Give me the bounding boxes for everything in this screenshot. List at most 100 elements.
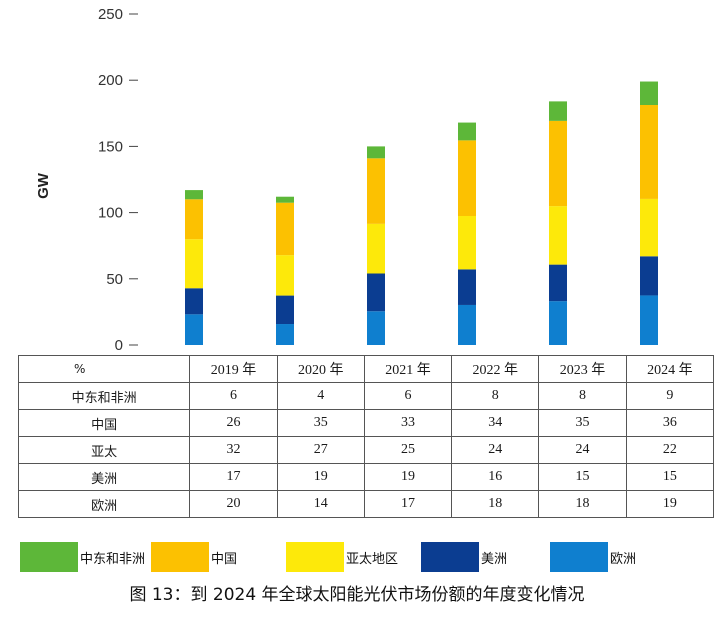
table-cell: 6 [363,382,453,410]
y-axis: 0 50 100 150 200 250 [98,6,138,354]
bar-segment [185,288,203,315]
table-row: 美洲 17 19 19 16 15 15 [17,463,714,491]
table-cell: 9 [625,382,714,410]
bars-group [185,81,658,345]
bar-segment [367,273,385,312]
table-row: 亚太 32 27 25 24 24 22 [17,436,714,464]
y-tick-label: 150 [98,138,123,155]
y-axis-label: GW [35,172,52,199]
y-tick-label: 200 [98,72,123,89]
table-cell: 25 [363,436,453,464]
table-cell: 19 [276,463,365,491]
bar-segment [458,269,476,305]
table-row-label: 亚太 [17,436,191,464]
legend-label: 中国 [211,551,238,567]
stacked-bar-chart: GW 0 50 100 150 200 250 [35,6,658,354]
y-tick-label: 100 [98,205,123,222]
bar-segment [276,295,294,325]
bar-segment [276,202,294,256]
bar-segment [549,264,567,302]
table-cell: 16 [451,463,540,491]
legend-item: 美洲 [421,540,507,574]
legend-item: 欧洲 [550,540,636,574]
bar-segment [185,199,203,240]
table-cell: 20 [189,490,278,518]
legend-swatch [421,542,479,572]
bar-segment [367,311,385,345]
table-cell: 27 [276,436,365,464]
table-col-header: 2019 年 [189,355,278,383]
table-cell: 17 [189,463,278,491]
table-cell: 8 [451,382,540,410]
bar-segment [367,158,385,224]
legend-label: 中东和非洲 [80,551,146,567]
table-col-header: 2020 年 [276,355,365,383]
table-col-header: 2023 年 [538,355,627,383]
legend-item: 中东和非洲 [20,540,145,574]
table-cell: 18 [538,490,627,518]
legend-swatch [151,542,209,572]
bar-segment [640,295,658,345]
table-row-label: 中国 [17,409,191,437]
bar-segment [640,105,658,199]
table-row: 欧洲 20 14 17 18 18 19 [17,490,714,518]
table-cell: 36 [625,409,714,437]
table-cell: 15 [538,463,627,491]
bar-segment [276,196,294,203]
table-cell: 18 [451,490,540,518]
table-cell: 17 [363,490,453,518]
market-share-table: % 2019 年 2020 年 2021 年 2022 年 2023 年 202… [17,355,714,518]
table-cell: 19 [363,463,453,491]
table-row: 中东和非洲 6 4 6 8 8 9 [17,382,714,410]
bar-segment [276,255,294,296]
table-corner-cell: % [17,355,191,383]
bar-segment [640,256,658,296]
legend-item: 中国 [151,540,237,574]
y-tick-label: 50 [106,271,123,288]
table-cell: 34 [451,409,540,437]
bar-segment [458,122,476,141]
legend-item: 亚太地区 [286,540,398,574]
bar-segment [458,140,476,216]
legend-swatch [286,542,344,572]
legend-swatch [20,542,78,572]
figure-caption: 图 13：到 2024 年全球太阳能光伏市场份额的年度变化情况 [129,585,585,605]
legend-swatch [550,542,608,572]
bar-segment [185,190,203,200]
bar-segment [549,206,567,265]
bar-segment [549,301,567,345]
table-cell: 26 [189,409,278,437]
table-cell: 32 [189,436,278,464]
table-cell: 14 [276,490,365,518]
bar-segment [185,239,203,289]
table-cell: 24 [451,436,540,464]
table-cell: 24 [538,436,627,464]
table-col-header: 2024 年 [625,355,714,383]
bar-segment [549,120,567,207]
table-row-label: 中东和非洲 [17,382,191,410]
table-col-header: 2022 年 [451,355,540,383]
table-row: 中国 26 35 33 34 35 36 [17,409,714,437]
bar-segment [458,304,476,345]
table-col-header: 2021 年 [363,355,453,383]
table-cell: 19 [625,490,714,518]
table-cell: 8 [538,382,627,410]
legend-label: 美洲 [481,551,508,567]
table-cell: 6 [189,382,278,410]
bar-segment [185,314,203,345]
table-cell: 35 [276,409,365,437]
table-row-label: 欧洲 [17,490,191,518]
bar-segment [640,81,658,106]
table-cell: 4 [276,382,365,410]
bar-segment [458,215,476,270]
table-row-label: 美洲 [17,463,191,491]
table-cell: 22 [625,436,714,464]
table-header-row: % 2019 年 2020 年 2021 年 2022 年 2023 年 202… [17,355,714,383]
bar-segment [367,223,385,274]
bar-segment [549,101,567,121]
table-cell: 35 [538,409,627,437]
bar-segment [367,146,385,159]
bar-segment [640,198,658,257]
y-tick-label: 0 [115,337,123,354]
bar-segment [276,324,294,345]
